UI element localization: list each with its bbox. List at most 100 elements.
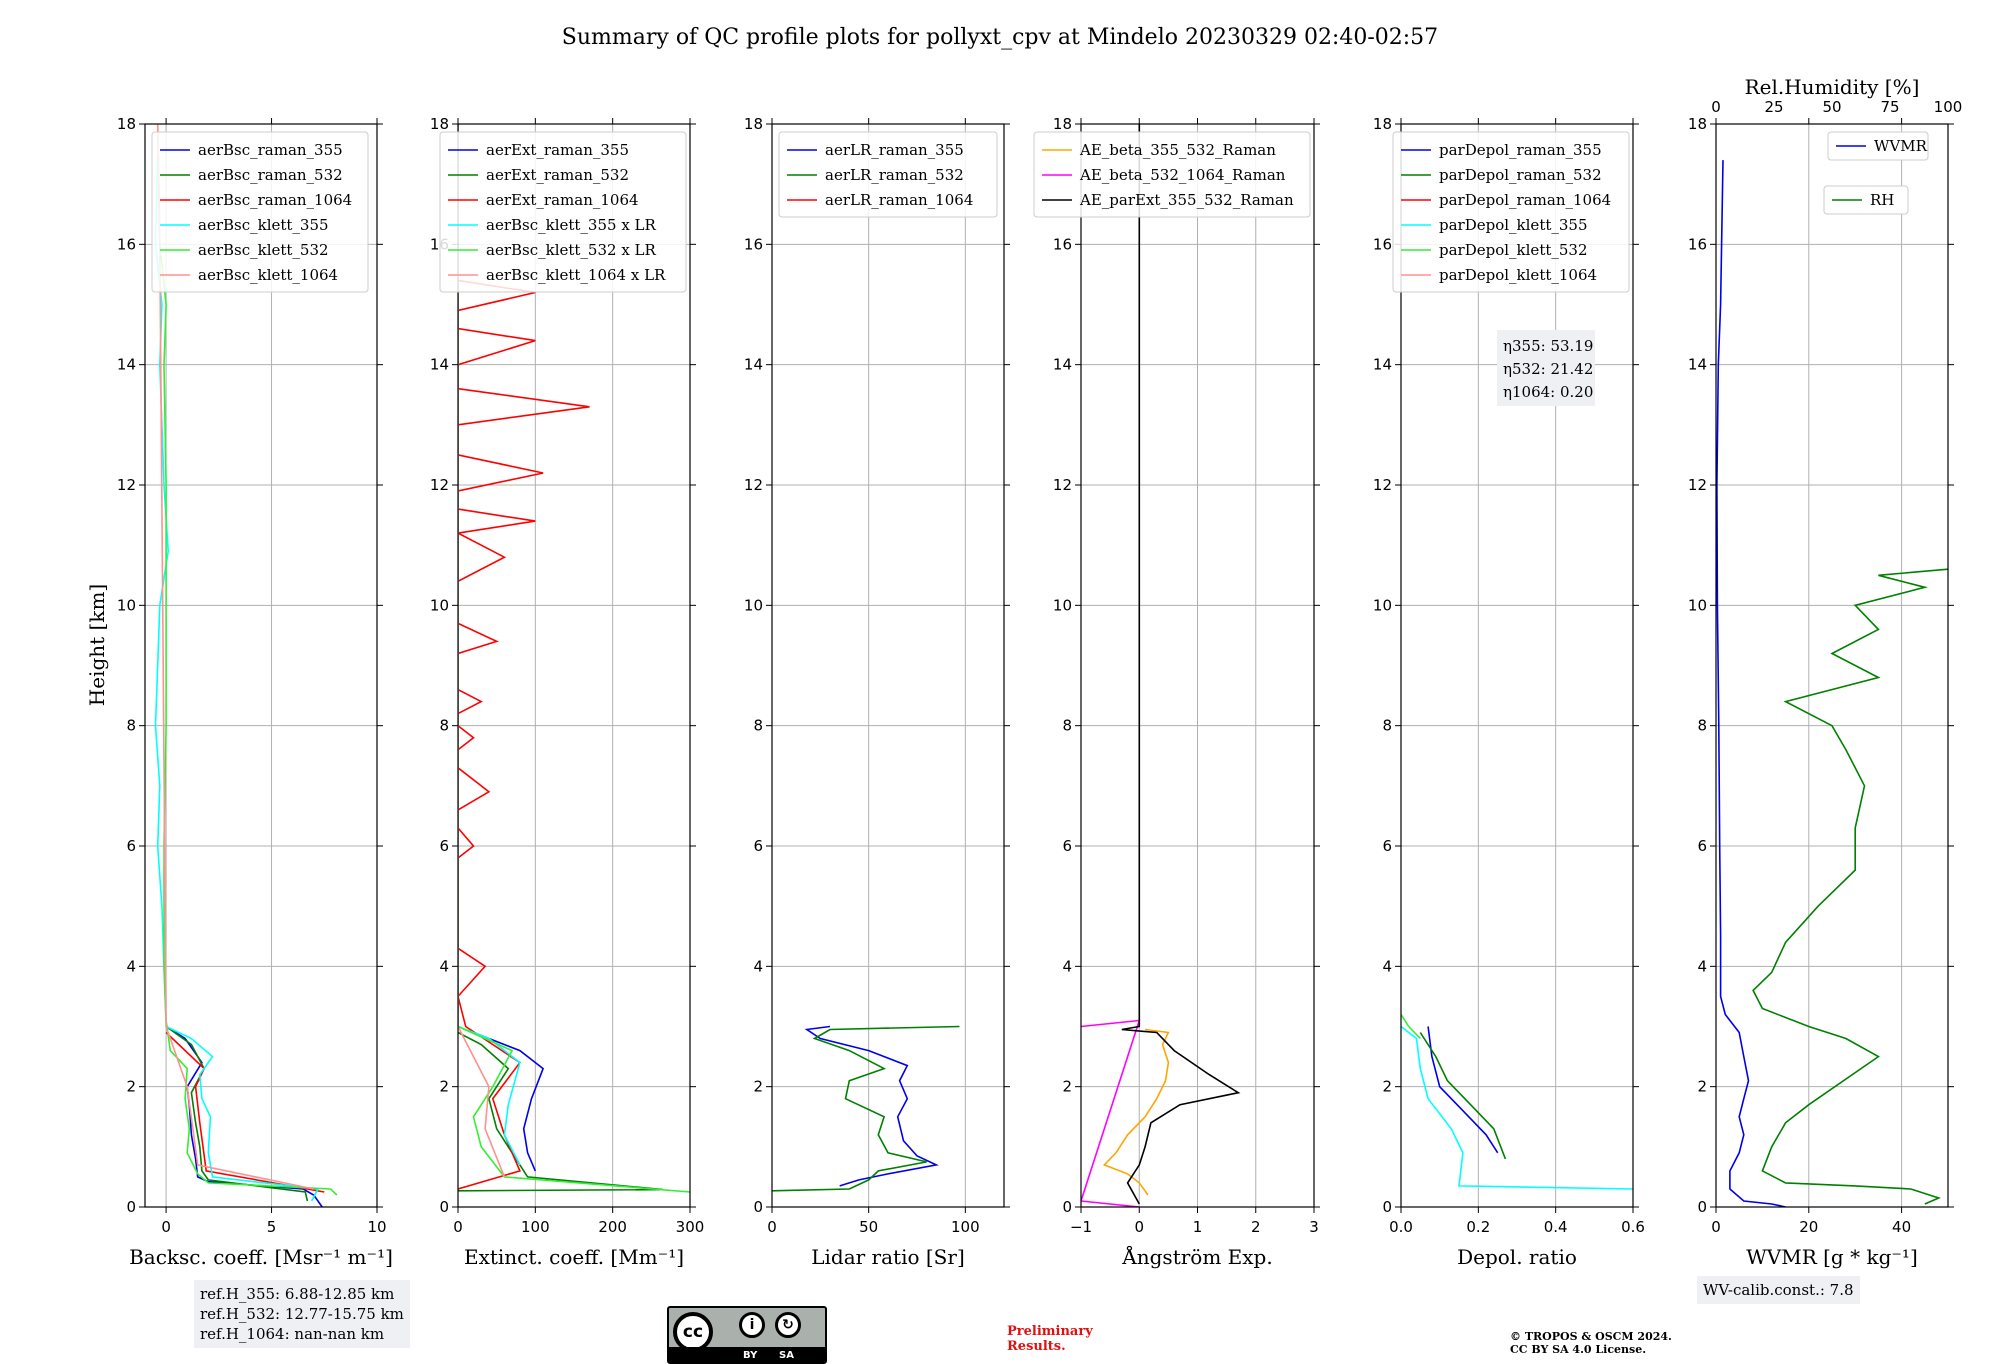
x-tick-label: 3 xyxy=(1309,1218,1319,1236)
y-tick-label: 6 xyxy=(1697,837,1707,855)
series-line-aerExt_raman_355 xyxy=(473,1031,545,1172)
legend-entry: aerBsc_klett_1064 xyxy=(198,266,338,284)
x-tick-label: 0.2 xyxy=(1466,1218,1490,1236)
legend-entry: parDepol_raman_1064 xyxy=(1439,191,1611,209)
axes-frame xyxy=(1400,123,1634,1208)
x-tick-label: 0.4 xyxy=(1544,1218,1568,1236)
series-line-parDepol_klett_355 xyxy=(1401,1025,1633,1190)
legend-box xyxy=(439,131,687,293)
panel-1: 0 2 4 6 8 10 12 14 16 18 0 5 10 Backsc. coeff. [Msr⁻¹… xyxy=(117,115,393,1269)
y-tick-label: 2 xyxy=(439,1078,449,1096)
series-line-WVMR xyxy=(1716,160,1786,1207)
y-tick-label: 6 xyxy=(1382,837,1392,855)
y-tick-label: 8 xyxy=(1062,717,1072,735)
figure-title: Summary of QC profile plots for pollyxt_… xyxy=(562,25,1438,50)
x2-axis-label: Rel.Humidity [%] xyxy=(1745,75,1920,99)
y-tick-label: 10 xyxy=(1053,596,1072,614)
legend-entry: aerBsc_klett_532 xyxy=(198,241,329,259)
y-tick-label: 0 xyxy=(1697,1198,1707,1216)
panel-3: 0 2 4 6 8 10 12 14 16 18 0 50 100 Lidar ratio [Sr] aer… xyxy=(744,115,1010,1269)
y-tick-label: 12 xyxy=(1053,476,1072,494)
legend-entry: AE_parExt_355_532_Raman xyxy=(1079,191,1294,209)
x-axis-label: Lidar ratio [Sr] xyxy=(811,1245,965,1269)
y-tick-label: 18 xyxy=(1053,115,1072,133)
y-tick-label: 18 xyxy=(744,115,763,133)
x-tick-label: 1 xyxy=(1193,1218,1203,1236)
x-axis-label: Ångström Exp. xyxy=(1121,1244,1272,1269)
y-tick-label: 0 xyxy=(1382,1198,1392,1216)
x2-tick-label: 0 xyxy=(1711,98,1721,116)
x-tick-label: 0.6 xyxy=(1621,1218,1645,1236)
series-line-AE_beta_532_1064_Raman xyxy=(1081,1019,1141,1207)
x-tick-label: 2 xyxy=(1251,1218,1261,1236)
legend-entry: aerBsc_klett_355 x LR xyxy=(486,216,657,234)
y-tick-label: 10 xyxy=(430,596,449,614)
legend-entry: aerExt_raman_1064 xyxy=(486,191,639,209)
legend-entry: aerBsc_raman_532 xyxy=(198,166,343,184)
y-tick-label: 4 xyxy=(1062,957,1072,975)
x-tick-label: 0 xyxy=(1711,1218,1721,1236)
cc-badge-bar xyxy=(669,1347,825,1362)
cc-license-badge: cc i ↻ BY SA xyxy=(667,1306,827,1364)
legend-entry: aerBsc_klett_532 x LR xyxy=(486,241,657,259)
legend-box xyxy=(1823,185,1909,215)
y-tick-label: 18 xyxy=(430,115,449,133)
y-tick-label: 4 xyxy=(753,957,763,975)
panel-5: 0 2 4 6 8 10 12 14 16 18 0.0 0.2 0.4 0.6 Depol. ratio p… xyxy=(1373,115,1645,1269)
y-tick-label: 0 xyxy=(126,1198,136,1216)
y-tick-label: 6 xyxy=(753,837,763,855)
y-tick-label: 10 xyxy=(117,596,136,614)
eta-annotation-line: η532: 21.42 xyxy=(1503,360,1593,378)
x-tick-label: 0.0 xyxy=(1389,1218,1413,1236)
x-axis-label: Depol. ratio xyxy=(1457,1245,1577,1269)
legend-box xyxy=(778,131,998,218)
y-tick-label: 2 xyxy=(1697,1078,1707,1096)
y-tick-label: 18 xyxy=(1688,115,1707,133)
legend-box xyxy=(1827,131,1929,161)
x-tick-label: 100 xyxy=(951,1218,980,1236)
legend-entry: aerBsc_klett_355 xyxy=(198,216,329,234)
x-tick-label: 40 xyxy=(1892,1218,1911,1236)
x-tick-label: 0 xyxy=(1134,1218,1144,1236)
x2-tick-label: 25 xyxy=(1764,98,1783,116)
legend-entry: RH xyxy=(1870,191,1894,209)
y-tick-label: 6 xyxy=(439,837,449,855)
x-axis-label: Extinct. coeff. [Mm⁻¹] xyxy=(464,1245,684,1269)
x-axis-label: WVMR [g * kg⁻¹] xyxy=(1746,1245,1918,1269)
wv-calibration-box: WV-calib.const.: 7.8 xyxy=(1697,1276,1860,1304)
series-line-aerExt_raman_1064 xyxy=(458,279,590,1190)
copyright-note: © TROPOS & OSCM 2024. CC BY SA 4.0 Licen… xyxy=(1510,1330,1672,1356)
series-line-aerExt_raman_532 xyxy=(458,1031,663,1192)
series-line-AE_parExt_355_532_Raman xyxy=(1121,124,1241,1205)
y-tick-label: 14 xyxy=(1053,356,1072,374)
preliminary-line-2: Results. xyxy=(1007,1339,1066,1354)
reference-height-box: ref.H_355: 6.88-12.85 km ref.H_532: 12.7… xyxy=(194,1280,410,1348)
y-tick-label: 12 xyxy=(744,476,763,494)
legend-entry: aerLR_raman_355 xyxy=(825,141,964,159)
by-attribution-icon: i xyxy=(739,1312,765,1338)
axes-frame xyxy=(144,123,378,1208)
y-tick-label: 18 xyxy=(1373,115,1392,133)
axes-frame xyxy=(1715,123,1949,1208)
y-tick-label: 2 xyxy=(126,1078,136,1096)
y-tick-label: 2 xyxy=(1382,1078,1392,1096)
legend-entry: aerExt_raman_355 xyxy=(486,141,629,159)
legend-entry: AE_beta_532_1064_Raman xyxy=(1079,166,1286,184)
y-tick-label: 4 xyxy=(126,957,136,975)
legend-entry: aerBsc_klett_1064 x LR xyxy=(486,266,666,284)
legend-entry: parDepol_klett_532 xyxy=(1439,241,1588,259)
x-tick-label: 300 xyxy=(676,1218,705,1236)
legend-box xyxy=(1392,131,1630,293)
y-tick-label: 14 xyxy=(744,356,763,374)
y-tick-label: 16 xyxy=(1053,235,1072,253)
eta-annotation-line: η355: 53.19 xyxy=(1503,337,1593,355)
legend-entry: aerBsc_raman_1064 xyxy=(198,191,352,209)
x-axis-label: Backsc. coeff. [Msr⁻¹ m⁻¹] xyxy=(129,1245,393,1269)
y-tick-label: 16 xyxy=(1688,235,1707,253)
legend-entry: parDepol_raman_355 xyxy=(1439,141,1602,159)
series-line-aerLR_raman_355 xyxy=(804,1025,939,1187)
eta-annotation-box xyxy=(1497,330,1595,406)
